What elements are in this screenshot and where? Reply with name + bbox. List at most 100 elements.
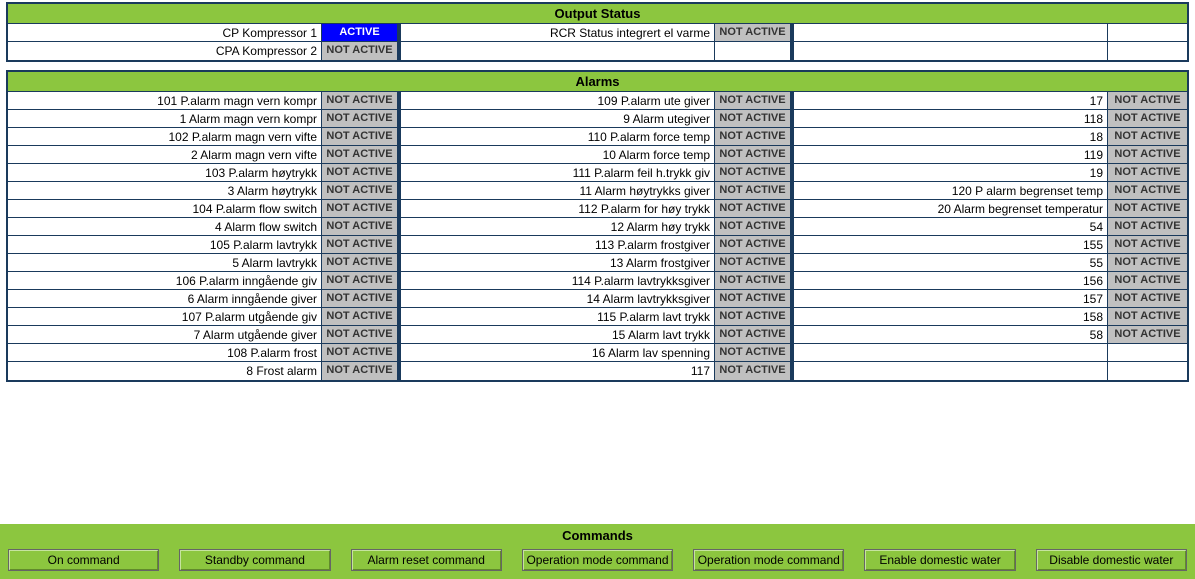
alarms-status: NOT ACTIVE (1107, 200, 1187, 217)
alarms-cell-group: 115 P.alarm lavt trykkNOT ACTIVE (401, 308, 794, 325)
command-button[interactable]: Alarm reset command (351, 549, 502, 571)
alarms-label: 110 P.alarm force temp (401, 128, 714, 145)
alarms-status: NOT ACTIVE (321, 164, 401, 181)
output_status-cell-group: CPA Kompressor 2NOT ACTIVE (8, 42, 401, 60)
alarms-cell-group: 117NOT ACTIVE (401, 362, 794, 380)
alarms-label (794, 344, 1107, 361)
output_status-label (401, 42, 714, 60)
alarms-cell-group: 106 P.alarm inngående givNOT ACTIVE (8, 272, 401, 289)
alarms-status: NOT ACTIVE (321, 146, 401, 163)
output_status-status (714, 42, 794, 60)
alarms-cell-group: 55NOT ACTIVE (794, 254, 1187, 271)
alarms-cell-group: 58NOT ACTIVE (794, 326, 1187, 343)
alarms-label: 9 Alarm utegiver (401, 110, 714, 127)
alarms-cell-group (794, 344, 1187, 361)
output_status-status: ACTIVE (321, 24, 401, 41)
alarms-label: 1 Alarm magn vern kompr (8, 110, 321, 127)
alarms-status: NOT ACTIVE (1107, 146, 1187, 163)
alarms-label: 120 P alarm begrenset temp (794, 182, 1107, 199)
alarms-status: NOT ACTIVE (714, 182, 794, 199)
command-button[interactable]: Operation mode command (693, 549, 844, 571)
alarms-status: NOT ACTIVE (714, 164, 794, 181)
alarms-status: NOT ACTIVE (1107, 218, 1187, 235)
output_status-label (794, 42, 1107, 60)
alarms-cell-group: 111 P.alarm feil h.trykk givNOT ACTIVE (401, 164, 794, 181)
alarms-status: NOT ACTIVE (321, 290, 401, 307)
alarms-status: NOT ACTIVE (714, 344, 794, 361)
alarms-label: 107 P.alarm utgående giv (8, 308, 321, 325)
alarms-cell-group: 17NOT ACTIVE (794, 92, 1187, 109)
output-status-title: Output Status (8, 4, 1187, 24)
output_status-status: NOT ACTIVE (714, 24, 794, 41)
alarms-label: 118 (794, 110, 1107, 127)
alarms-cell-group: 54NOT ACTIVE (794, 218, 1187, 235)
alarms-cell-group: 119NOT ACTIVE (794, 146, 1187, 163)
alarms-label: 13 Alarm frostgiver (401, 254, 714, 271)
alarms-status: NOT ACTIVE (321, 272, 401, 289)
alarms-label: 58 (794, 326, 1107, 343)
output_status-label (794, 24, 1107, 41)
output_status-status (1107, 42, 1187, 60)
output-status-panel: Output Status CP Kompressor 1ACTIVERCR S… (6, 2, 1189, 62)
alarms-status: NOT ACTIVE (714, 92, 794, 109)
alarms-cell-group: 103 P.alarm høytrykkNOT ACTIVE (8, 164, 401, 181)
alarms-status: NOT ACTIVE (714, 146, 794, 163)
alarms-cell-group: 110 P.alarm force tempNOT ACTIVE (401, 128, 794, 145)
alarms-cell-group: 20 Alarm begrenset temperaturNOT ACTIVE (794, 200, 1187, 217)
alarms-cell-group: 155NOT ACTIVE (794, 236, 1187, 253)
alarms-label: 155 (794, 236, 1107, 253)
alarms-body: 101 P.alarm magn vern komprNOT ACTIVE109… (8, 92, 1187, 380)
alarms-cell-group: 158NOT ACTIVE (794, 308, 1187, 325)
alarms-row: 101 P.alarm magn vern komprNOT ACTIVE109… (8, 92, 1187, 110)
command-button[interactable]: Disable domestic water (1036, 549, 1187, 571)
alarms-label: 4 Alarm flow switch (8, 218, 321, 235)
alarms-label: 115 P.alarm lavt trykk (401, 308, 714, 325)
alarms-status: NOT ACTIVE (321, 218, 401, 235)
alarms-row: 4 Alarm flow switchNOT ACTIVE12 Alarm hø… (8, 218, 1187, 236)
alarms-row: 105 P.alarm lavtrykkNOT ACTIVE113 P.alar… (8, 236, 1187, 254)
alarms-row: 102 P.alarm magn vern vifteNOT ACTIVE110… (8, 128, 1187, 146)
alarms-status (1107, 344, 1187, 361)
output_status-row: CPA Kompressor 2NOT ACTIVE (8, 42, 1187, 60)
alarms-label: 11 Alarm høytrykks giver (401, 182, 714, 199)
command-button[interactable]: Standby command (179, 549, 330, 571)
alarms-status: NOT ACTIVE (321, 182, 401, 199)
alarms-cell-group: 112 P.alarm for høy trykkNOT ACTIVE (401, 200, 794, 217)
alarms-status: NOT ACTIVE (1107, 92, 1187, 109)
alarms-cell-group: 14 Alarm lavtrykksgiverNOT ACTIVE (401, 290, 794, 307)
alarms-label: 16 Alarm lav spenning (401, 344, 714, 361)
alarms-cell-group: 156NOT ACTIVE (794, 272, 1187, 289)
alarms-status: NOT ACTIVE (1107, 182, 1187, 199)
alarms-row: 104 P.alarm flow switchNOT ACTIVE112 P.a… (8, 200, 1187, 218)
commands-title: Commands (2, 526, 1193, 545)
alarms-label: 6 Alarm inngående giver (8, 290, 321, 307)
alarms-status: NOT ACTIVE (321, 344, 401, 361)
alarms-status: NOT ACTIVE (714, 200, 794, 217)
alarms-panel: Alarms 101 P.alarm magn vern komprNOT AC… (6, 70, 1189, 382)
alarms-label: 12 Alarm høy trykk (401, 218, 714, 235)
alarms-status: NOT ACTIVE (714, 272, 794, 289)
alarms-label (794, 362, 1107, 380)
alarms-label: 158 (794, 308, 1107, 325)
alarms-label: 106 P.alarm inngående giv (8, 272, 321, 289)
output_status-cell-group (794, 42, 1187, 60)
alarms-status: NOT ACTIVE (1107, 308, 1187, 325)
command-button[interactable]: Operation mode command (522, 549, 673, 571)
alarms-status: NOT ACTIVE (714, 326, 794, 343)
command-button[interactable]: On command (8, 549, 159, 571)
alarms-label: 157 (794, 290, 1107, 307)
alarms-label: 108 P.alarm frost (8, 344, 321, 361)
alarms-status: NOT ACTIVE (321, 326, 401, 343)
alarms-status: NOT ACTIVE (321, 254, 401, 271)
alarms-cell-group: 120 P alarm begrenset tempNOT ACTIVE (794, 182, 1187, 199)
alarms-status: NOT ACTIVE (714, 290, 794, 307)
alarms-label: 5 Alarm lavtrykk (8, 254, 321, 271)
alarms-cell-group: 101 P.alarm magn vern komprNOT ACTIVE (8, 92, 401, 109)
alarms-cell-group: 4 Alarm flow switchNOT ACTIVE (8, 218, 401, 235)
alarms-cell-group: 15 Alarm lavt trykkNOT ACTIVE (401, 326, 794, 343)
alarms-label: 20 Alarm begrenset temperatur (794, 200, 1107, 217)
command-button[interactable]: Enable domestic water (864, 549, 1015, 571)
output-status-body: CP Kompressor 1ACTIVERCR Status integrer… (8, 24, 1187, 60)
alarms-label: 156 (794, 272, 1107, 289)
output_status-cell-group (794, 24, 1187, 41)
